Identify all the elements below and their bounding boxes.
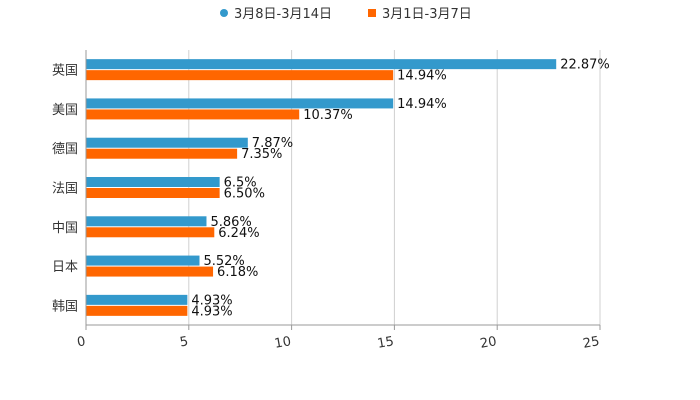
value-label-series-1: 5.52%	[203, 254, 244, 269]
grid-lines	[85, 50, 601, 325]
bar-series-2-4	[86, 227, 215, 238]
value-label-series-1: 7.87%	[252, 136, 293, 151]
value-label-series-2: 4.93%	[191, 304, 232, 319]
bar-series-2-5	[86, 266, 214, 277]
bar-series-2-2	[86, 148, 238, 159]
legend-label-series-2: 3月1日-3月7日	[382, 7, 472, 22]
x-tick-label: 20	[479, 334, 498, 352]
category-label: 韩国	[52, 299, 78, 314]
value-label-series-2: 14.94%	[397, 69, 447, 84]
bar-series-1-3	[86, 177, 220, 187]
value-label-series-1: 5.86%	[210, 215, 251, 230]
x-tick-label: 10	[273, 334, 292, 352]
value-label-series-1: 14.94%	[397, 97, 447, 112]
value-label-series-1: 22.87%	[560, 58, 610, 73]
bars: 22.87%14.94%14.94%10.37%7.87%7.35%6.5%6.…	[86, 58, 610, 319]
value-label-series-1: 6.5%	[224, 176, 257, 191]
x-tick-label: 15	[376, 334, 395, 352]
bar-series-1-2	[86, 137, 248, 148]
legend-marker-series-2	[368, 9, 376, 17]
value-label-series-2: 6.50%	[224, 187, 265, 202]
legend: 3月8日-3月14日 3月1日-3月7日	[220, 7, 472, 22]
value-label-series-2: 10.37%	[303, 108, 353, 123]
value-label-series-1: 4.93%	[191, 293, 232, 308]
category-label: 德国	[52, 142, 78, 157]
value-label-series-2: 6.24%	[218, 226, 259, 241]
bar-series-2-0	[86, 70, 394, 81]
category-label: 英国	[52, 64, 78, 79]
category-label: 美国	[52, 103, 78, 118]
value-label-series-2: 7.35%	[241, 147, 282, 162]
bar-series-1-0	[86, 59, 557, 70]
x-tick-label: 25	[582, 334, 601, 352]
bar-series-1-5	[86, 255, 200, 266]
value-label-series-2: 6.18%	[217, 265, 258, 280]
legend-marker-series-1	[220, 9, 228, 17]
x-tick-label: 5	[179, 334, 190, 350]
bar-series-2-1	[86, 109, 300, 120]
legend-label-series-1: 3月8日-3月14日	[234, 7, 332, 22]
x-tick-label: 0	[76, 334, 87, 350]
category-label: 中国	[52, 221, 78, 236]
category-label: 法国	[52, 182, 78, 197]
bar-series-1-6	[86, 294, 188, 305]
bar-series-2-6	[86, 305, 188, 316]
bar-series-2-3	[86, 188, 220, 198]
category-label: 日本	[52, 260, 78, 275]
bar-series-1-1	[86, 98, 394, 109]
bar-series-1-4	[86, 216, 207, 227]
